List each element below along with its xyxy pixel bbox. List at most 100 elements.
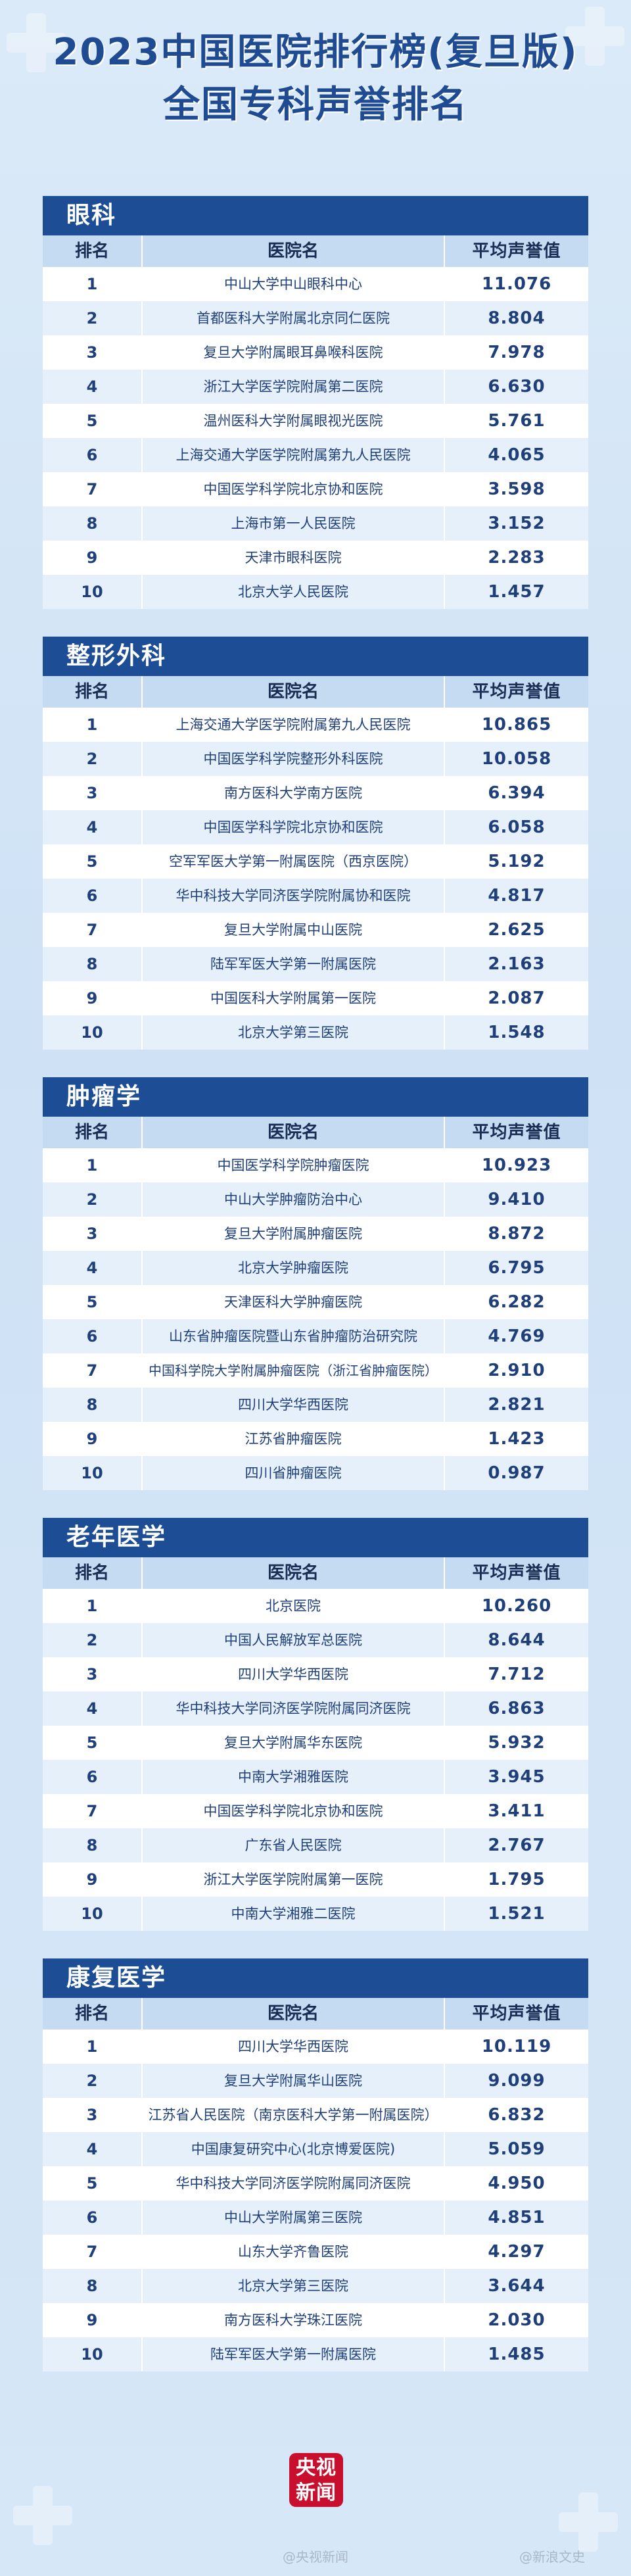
- section-title: 老年医学: [43, 1518, 588, 1557]
- hospital-name-cell: 南方医科大学南方医院: [141, 776, 444, 810]
- score-cell: 3.411: [444, 1794, 588, 1828]
- rank-cell: 5: [86, 2174, 98, 2193]
- hospital-name-cell: 四川大学华西医院: [141, 1388, 444, 1422]
- rank-cell: 3: [86, 2106, 98, 2124]
- ranking-section: 康复医学 排名 医院名 平均声誉值 1 四川大学华西医院 10.119 2 复旦大学附属华山医院…: [43, 1958, 588, 2371]
- column-header-rank: 排名: [74, 241, 109, 261]
- table-row: 4 华中科技大学同济医学院附属同济医院 6.863: [43, 1691, 588, 1726]
- score-cell: 1.423: [444, 1422, 588, 1456]
- table-row: 8 陆军军医大学第一附属医院 2.163: [43, 947, 588, 981]
- hospital-name-cell: 中国医学科学院整形外科医院: [141, 742, 444, 776]
- watermark-left: @央视新闻: [283, 2549, 348, 2565]
- table-row: 8 广东省人民医院 2.767: [43, 1828, 588, 1862]
- rank-cell: 7: [86, 921, 98, 939]
- hospital-name-cell: 上海交通大学医学院附属第九人民医院: [141, 438, 444, 472]
- hospital-name-cell: 江苏省人民医院（南京医科大学第一附属医院）: [141, 2098, 444, 2132]
- rank-cell: 2: [86, 309, 98, 328]
- score-cell: 6.832: [444, 2098, 588, 2132]
- score-cell: 6.282: [444, 1285, 588, 1319]
- hospital-name-cell: 中国医学科学院北京协和医院: [141, 1794, 444, 1828]
- hospital-name-cell: 中国人民解放军总医院: [141, 1623, 444, 1657]
- table-row: 1 北京医院 10.260: [43, 1589, 588, 1623]
- hospital-name-cell: 广东省人民医院: [141, 1828, 444, 1862]
- table-row: 2 复旦大学附属华山医院 9.099: [43, 2064, 588, 2098]
- score-cell: 2.030: [444, 2303, 588, 2337]
- hospital-name-cell: 浙江大学医学院附属第一医院: [141, 1862, 444, 1897]
- hospital-name-cell: 天津市眼科医院: [141, 541, 444, 575]
- table-row: 5 天津医科大学肿瘤医院 6.282: [43, 1285, 588, 1319]
- hospital-name-cell: 浙江大学医学院附属第二医院: [141, 370, 444, 404]
- rank-cell: 9: [86, 1870, 98, 1889]
- score-cell: 7.712: [444, 1657, 588, 1691]
- rank-cell: 5: [86, 852, 98, 871]
- rank-cell: 4: [86, 2140, 98, 2158]
- hospital-name-cell: 天津医科大学肿瘤医院: [141, 1285, 444, 1319]
- score-cell: 9.410: [444, 1182, 588, 1217]
- column-header-row: 排名 医院名 平均声誉值: [43, 235, 588, 267]
- table-row: 9 中国医科大学附属第一医院 2.087: [43, 981, 588, 1015]
- rank-cell: 6: [86, 1327, 98, 1346]
- ranking-section: 眼科 排名 医院名 平均声誉值 1 中山大学中山眼科中心 11.076 2 首都医科大学附属北京…: [43, 196, 588, 609]
- table-row: 8 四川大学华西医院 2.821: [43, 1388, 588, 1422]
- hospital-name-cell: 中国医科大学附属第一医院: [141, 981, 444, 1015]
- table-row: 4 中国医学科学院北京协和医院 6.058: [43, 810, 588, 844]
- table-row: 7 山东大学齐鲁医院 4.297: [43, 2235, 588, 2269]
- table-row: 7 复旦大学附属中山医院 2.625: [43, 913, 588, 947]
- hospital-name-cell: 首都医科大学附属北京同仁医院: [141, 301, 444, 335]
- table-row: 9 江苏省肿瘤医院 1.423: [43, 1422, 588, 1456]
- rank-cell: 7: [86, 480, 98, 498]
- table-row: 6 华中科技大学同济医学院附属协和医院 4.817: [43, 879, 588, 913]
- score-cell: 4.950: [444, 2166, 588, 2200]
- table-row: 10 陆军军医大学第一附属医院 1.485: [43, 2337, 588, 2371]
- hospital-name-cell: 中国医学科学院北京协和医院: [141, 810, 444, 844]
- score-cell: 6.630: [444, 370, 588, 404]
- score-cell: 10.865: [444, 708, 588, 742]
- ranking-section: 老年医学 排名 医院名 平均声誉值 1 北京医院 10.260 2 中国人民解放军总医院 8.64…: [43, 1518, 588, 1931]
- hospital-name-cell: 上海交通大学医学院附属第九人民医院: [141, 708, 444, 742]
- hospital-name-cell: 北京医院: [141, 1589, 444, 1623]
- hospital-name-cell: 北京大学肿瘤医院: [141, 1251, 444, 1285]
- rank-cell: 1: [86, 716, 98, 734]
- hospital-name-cell: 江苏省肿瘤医院: [141, 1422, 444, 1456]
- table-row: 4 北京大学肿瘤医院 6.795: [43, 1251, 588, 1285]
- hospital-name-cell: 中山大学肿瘤防治中心: [141, 1182, 444, 1217]
- table-row: 5 空军军医大学第一附属医院（西京医院） 5.192: [43, 844, 588, 879]
- page-subtitle: 全国专科声誉排名: [163, 84, 468, 126]
- table-row: 9 南方医科大学珠江医院 2.030: [43, 2303, 588, 2337]
- rank-cell: 1: [86, 2037, 98, 2056]
- score-cell: 10.119: [444, 2029, 588, 2064]
- decorative-cross-top-left: [7, 13, 66, 72]
- rank-cell: 2: [86, 1631, 98, 1649]
- score-cell: 6.795: [444, 1251, 588, 1285]
- rank-cell: 5: [86, 1293, 98, 1311]
- score-cell: 10.260: [444, 1589, 588, 1623]
- hospital-name-cell: 四川大学华西医院: [141, 1657, 444, 1691]
- rank-cell: 5: [86, 1734, 98, 1752]
- rank-cell: 8: [86, 1396, 98, 1414]
- decorative-cross-bottom-right: [559, 2492, 618, 2552]
- cctv-news-logo: 央视 新闻: [289, 2453, 343, 2507]
- score-cell: 3.644: [444, 2269, 588, 2303]
- rank-cell: 2: [86, 1190, 98, 1209]
- table-row: 6 山东省肿瘤医院暨山东省肿瘤防治研究院 4.769: [43, 1319, 588, 1353]
- score-cell: 2.625: [444, 913, 588, 947]
- hospital-name-cell: 陆军军医大学第一附属医院: [141, 947, 444, 981]
- score-cell: 4.297: [444, 2235, 588, 2269]
- rank-cell: 2: [86, 2072, 98, 2090]
- score-cell: 4.817: [444, 879, 588, 913]
- table-body: 1 中国医学科学院肿瘤医院 10.923 2 中山大学肿瘤防治中心 9.410 3 复旦大学附…: [43, 1148, 588, 1490]
- hospital-name-cell: 华中科技大学同济医学院附属同济医院: [141, 1691, 444, 1726]
- score-cell: 4.851: [444, 2200, 588, 2235]
- rank-cell: 9: [86, 548, 98, 567]
- section-title: 肿瘤学: [43, 1077, 588, 1117]
- score-cell: 0.987: [444, 1456, 588, 1490]
- section-title: 整形外科: [43, 637, 588, 676]
- score-cell: 3.152: [444, 506, 588, 541]
- table-row: 6 上海交通大学医学院附属第九人民医院 4.065: [43, 438, 588, 472]
- table-row: 1 上海交通大学医学院附属第九人民医院 10.865: [43, 708, 588, 742]
- table-row: 3 南方医科大学南方医院 6.394: [43, 776, 588, 810]
- column-header-score: 平均声誉值: [444, 1557, 588, 1589]
- rank-cell: 8: [86, 2277, 98, 2295]
- rank-cell: 10: [81, 583, 103, 601]
- rank-cell: 9: [86, 989, 98, 1008]
